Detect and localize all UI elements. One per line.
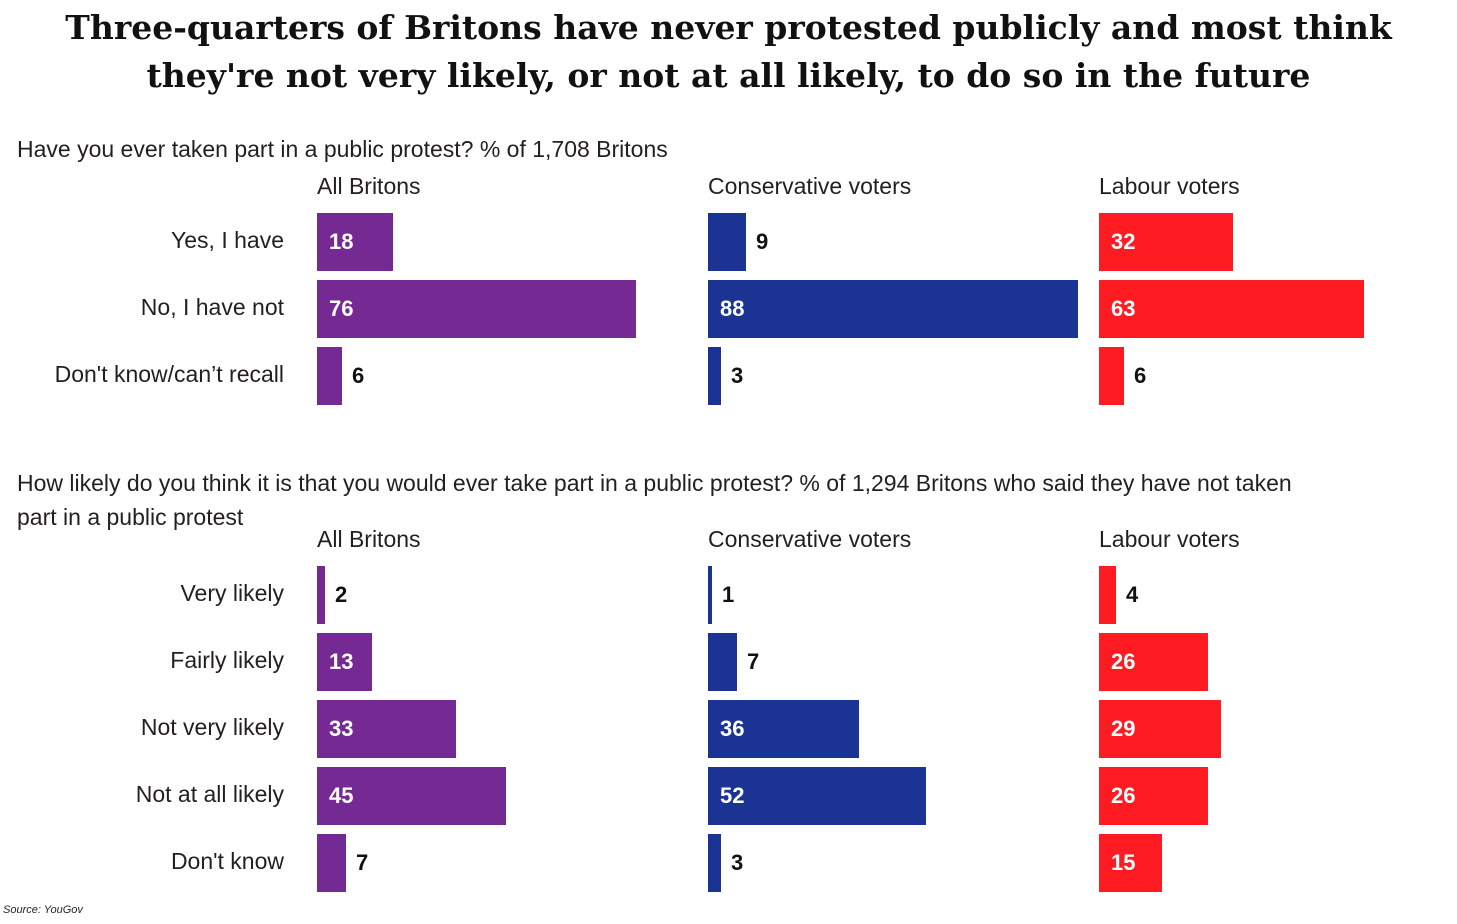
chart-title: Three-quarters of Britons have never pro…	[65, 8, 1392, 95]
series-heading: All Britons	[317, 526, 421, 552]
data-label: 15	[1111, 850, 1136, 875]
data-label: 63	[1111, 296, 1136, 321]
category-label: Not very likely	[140, 714, 284, 740]
bar	[317, 347, 342, 405]
bar	[708, 633, 737, 691]
data-label: 18	[329, 229, 354, 254]
category-label: Yes, I have	[171, 227, 284, 253]
category-label: No, I have not	[140, 294, 284, 320]
data-label: 3	[731, 363, 744, 388]
series-heading: All Britons	[317, 173, 421, 199]
category-label: Very likely	[180, 580, 284, 606]
bar	[317, 767, 506, 825]
series-heading: Labour voters	[1099, 526, 1240, 552]
bar	[708, 700, 859, 758]
bar	[708, 347, 721, 405]
bar	[1099, 347, 1124, 405]
bar	[1099, 633, 1208, 691]
bar	[1099, 767, 1208, 825]
bar	[317, 834, 346, 892]
series-heading: Conservative voters	[708, 173, 912, 199]
bar	[1099, 213, 1233, 271]
data-label: 45	[329, 783, 354, 808]
data-label: 4	[1126, 582, 1139, 607]
data-label: 33	[329, 716, 354, 741]
bar	[708, 280, 1078, 338]
data-label: 29	[1111, 716, 1136, 741]
bar	[317, 213, 393, 271]
data-label: 76	[329, 296, 354, 321]
bar	[1099, 566, 1116, 624]
data-label: 6	[352, 363, 365, 388]
series-heading: Conservative voters	[708, 526, 912, 552]
question-text: How likely do you think it is that you w…	[17, 470, 1292, 530]
data-label: 13	[329, 649, 354, 674]
bar	[708, 834, 721, 892]
category-label: Don't know/can’t recall	[54, 361, 284, 387]
source-note: Source: YouGov	[3, 904, 83, 916]
bar	[317, 280, 636, 338]
series-heading: Labour voters	[1099, 173, 1240, 199]
bar	[317, 700, 456, 758]
data-label: 1	[722, 582, 735, 607]
category-label: Not at all likely	[135, 781, 284, 807]
bar	[1099, 834, 1162, 892]
data-label: 3	[731, 850, 744, 875]
data-label: 32	[1111, 229, 1136, 254]
bar	[317, 633, 372, 691]
data-label: 26	[1111, 783, 1136, 808]
data-label: 6	[1134, 363, 1147, 388]
bar	[1099, 280, 1364, 338]
bar	[317, 566, 325, 624]
data-label: 7	[747, 649, 760, 674]
bar	[708, 566, 712, 624]
question-text: Have you ever taken part in a public pro…	[17, 136, 668, 162]
data-label: 88	[720, 296, 745, 321]
bar	[708, 213, 746, 271]
data-label: 52	[720, 783, 745, 808]
category-label: Fairly likely	[170, 647, 284, 673]
data-label: 2	[335, 582, 348, 607]
bar	[1099, 700, 1221, 758]
data-label: 7	[356, 850, 369, 875]
data-label: 26	[1111, 649, 1136, 674]
bar	[708, 767, 926, 825]
data-label: 36	[720, 716, 745, 741]
data-label: 9	[756, 229, 769, 254]
category-label: Don't know	[170, 848, 284, 874]
